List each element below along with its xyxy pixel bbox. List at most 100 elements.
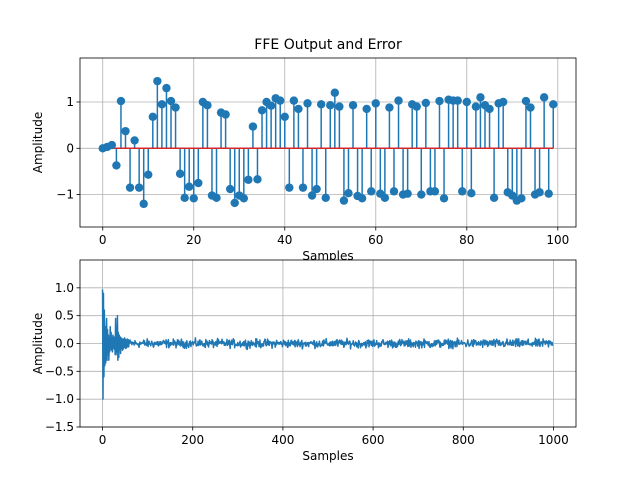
stem-marker <box>539 93 549 102</box>
stem-marker <box>535 188 544 197</box>
stem-marker <box>130 136 139 145</box>
stem-marker <box>485 104 494 114</box>
stem-marker <box>517 194 526 203</box>
chart-title: FFE Output and Error <box>254 37 402 53</box>
y-tick-label: −1 <box>56 188 74 202</box>
stem-marker <box>362 104 371 114</box>
y-axis-label: Amplitude <box>31 112 45 174</box>
stem-marker <box>112 161 121 170</box>
line-chart-error: 0 200 400 600 800 1000 −1.5 −1.0 −0.5 0.0 0.5 1.0 Sa… <box>31 259 577 463</box>
stem-marker <box>371 99 380 108</box>
stem-marker <box>289 96 299 105</box>
stem-marker <box>326 101 335 110</box>
stem-marker <box>367 187 376 196</box>
stem-marker <box>312 184 321 194</box>
stem-marker <box>389 187 399 196</box>
x-tick-label: 1000 <box>538 433 569 447</box>
stem-marker <box>316 100 326 109</box>
stem-marker <box>435 96 444 106</box>
stem-marker <box>357 194 367 203</box>
y-tick-label: 0.5 <box>55 309 74 323</box>
stem-marker <box>203 101 212 110</box>
error-series-line <box>101 289 554 400</box>
stem-marker <box>321 193 330 203</box>
stem-marker <box>330 88 340 97</box>
stem-marker <box>175 169 185 178</box>
stem-marker <box>107 140 117 150</box>
stem-marker <box>162 83 171 93</box>
stem-marker <box>453 96 462 105</box>
stem-marker <box>294 104 303 114</box>
y-tick-label: 1.0 <box>55 281 74 295</box>
y-tick-label: 1 <box>66 95 74 109</box>
stem-marker <box>189 194 198 203</box>
stem-marker <box>285 183 294 192</box>
axes-frame-top <box>79 57 577 228</box>
stem-marker <box>298 183 308 192</box>
stem-marker <box>421 98 431 108</box>
stem-marker <box>462 97 471 107</box>
stem-marker <box>380 193 390 203</box>
stem-marker <box>385 103 394 112</box>
stem-marker <box>498 97 508 107</box>
stem-marker <box>116 96 126 106</box>
x-axis-label: Samples <box>302 249 353 263</box>
stem-marker <box>280 112 289 122</box>
stem-marker <box>185 182 194 191</box>
stem-marker <box>230 198 239 208</box>
stem-marker <box>276 96 285 105</box>
stem-marker <box>257 106 267 115</box>
stem-marker <box>244 175 253 184</box>
stem-marker <box>489 193 499 203</box>
stem-marker <box>121 126 130 136</box>
stem-chart-ffe-output: 0 20 40 60 80 100 −1 0 1 Samples Amplitude <box>31 57 577 263</box>
stem-marker <box>417 190 426 199</box>
stem-marker <box>335 102 344 111</box>
stem-marker <box>476 93 485 102</box>
axes-frame-bottom <box>79 259 577 428</box>
x-tick-label: 0 <box>99 233 107 247</box>
stem-marker <box>549 100 558 109</box>
stem-marker <box>521 96 531 106</box>
stem-marker <box>266 101 276 110</box>
stem-marker <box>394 96 403 105</box>
stem-marker <box>544 189 553 198</box>
stem-marker <box>467 189 476 198</box>
stem-marker <box>248 122 258 131</box>
stem-marker <box>171 103 180 112</box>
stem-marker <box>412 102 421 111</box>
stem-marker <box>153 76 162 86</box>
x-tick-label: 100 <box>546 233 569 247</box>
stem-marker <box>344 189 353 198</box>
stem-marker <box>526 103 535 112</box>
x-tick-label: 0 <box>99 433 107 447</box>
stem-marker <box>439 194 449 203</box>
stem-marker <box>157 100 167 109</box>
x-tick-label: 400 <box>271 433 294 447</box>
stem-marker <box>253 175 262 184</box>
x-axis-label: Samples <box>302 449 353 463</box>
stem-marker <box>303 99 312 108</box>
stem-marker <box>339 196 349 205</box>
stem-marker <box>139 199 148 209</box>
stem-marker <box>403 189 412 198</box>
x-tick-label: 800 <box>452 433 475 447</box>
stem-marker <box>134 183 144 192</box>
stem-marker <box>430 187 440 196</box>
stem-marker <box>166 96 176 106</box>
stem-marker <box>471 102 481 111</box>
y-tick-label: −1.0 <box>45 392 74 406</box>
stem-marker <box>221 110 230 119</box>
y-tick-label: −1.5 <box>45 420 74 434</box>
x-tick-label: 200 <box>181 433 204 447</box>
x-tick-label: 40 <box>277 233 292 247</box>
x-tick-label: 80 <box>459 233 474 247</box>
stem-marker <box>125 183 135 192</box>
stem-marker <box>180 193 189 203</box>
y-tick-label: −0.5 <box>45 364 74 378</box>
x-tick-label: 20 <box>186 233 201 247</box>
y-tick-label: 0 <box>66 141 74 155</box>
stem-marker <box>144 170 153 179</box>
x-tick-label: 600 <box>362 433 385 447</box>
